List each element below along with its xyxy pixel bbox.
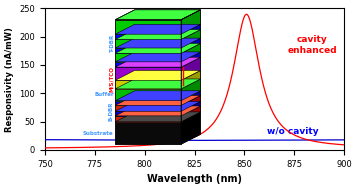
X-axis label: Wavelength (nm): Wavelength (nm) <box>147 174 242 184</box>
Polygon shape <box>115 20 181 34</box>
Polygon shape <box>115 79 201 89</box>
Text: w/o cavity: w/o cavity <box>267 127 318 136</box>
Polygon shape <box>115 101 181 105</box>
Text: T-DBR: T-DBR <box>110 34 115 52</box>
Polygon shape <box>115 53 181 62</box>
Polygon shape <box>115 111 181 116</box>
Y-axis label: Responsivity (nA/mW): Responsivity (nA/mW) <box>5 27 14 132</box>
Polygon shape <box>115 105 181 111</box>
Polygon shape <box>115 70 201 80</box>
Polygon shape <box>115 10 201 20</box>
Polygon shape <box>115 40 181 48</box>
Polygon shape <box>115 52 201 62</box>
Text: cavity
enhanced: cavity enhanced <box>287 36 337 55</box>
Polygon shape <box>181 91 201 105</box>
Polygon shape <box>181 70 201 89</box>
Polygon shape <box>115 67 181 80</box>
Text: +: + <box>184 63 191 72</box>
Polygon shape <box>115 24 201 34</box>
Polygon shape <box>115 116 181 122</box>
Polygon shape <box>181 43 201 62</box>
Polygon shape <box>181 101 201 116</box>
Polygon shape <box>115 122 181 144</box>
Polygon shape <box>115 106 201 116</box>
Polygon shape <box>181 106 201 122</box>
Polygon shape <box>115 91 201 101</box>
Polygon shape <box>115 95 201 105</box>
Polygon shape <box>181 29 201 48</box>
Polygon shape <box>181 10 201 34</box>
Polygon shape <box>181 24 201 40</box>
Polygon shape <box>181 52 201 67</box>
Polygon shape <box>115 34 181 40</box>
Polygon shape <box>115 112 201 122</box>
Polygon shape <box>115 62 181 67</box>
Text: Buffer: Buffer <box>94 92 114 97</box>
Polygon shape <box>181 57 201 80</box>
Polygon shape <box>181 95 201 111</box>
Polygon shape <box>115 80 181 89</box>
Text: Substrate: Substrate <box>83 130 114 136</box>
Text: −: − <box>184 80 191 89</box>
Polygon shape <box>115 48 181 53</box>
Polygon shape <box>115 89 181 101</box>
Polygon shape <box>115 38 201 48</box>
Polygon shape <box>115 29 201 40</box>
Polygon shape <box>181 112 201 144</box>
Polygon shape <box>115 43 201 53</box>
Text: B-DBR: B-DBR <box>109 101 114 121</box>
Polygon shape <box>181 79 201 101</box>
Text: M/S/TCO: M/S/TCO <box>109 66 114 92</box>
Polygon shape <box>181 38 201 53</box>
Polygon shape <box>115 57 201 67</box>
Polygon shape <box>115 101 201 111</box>
